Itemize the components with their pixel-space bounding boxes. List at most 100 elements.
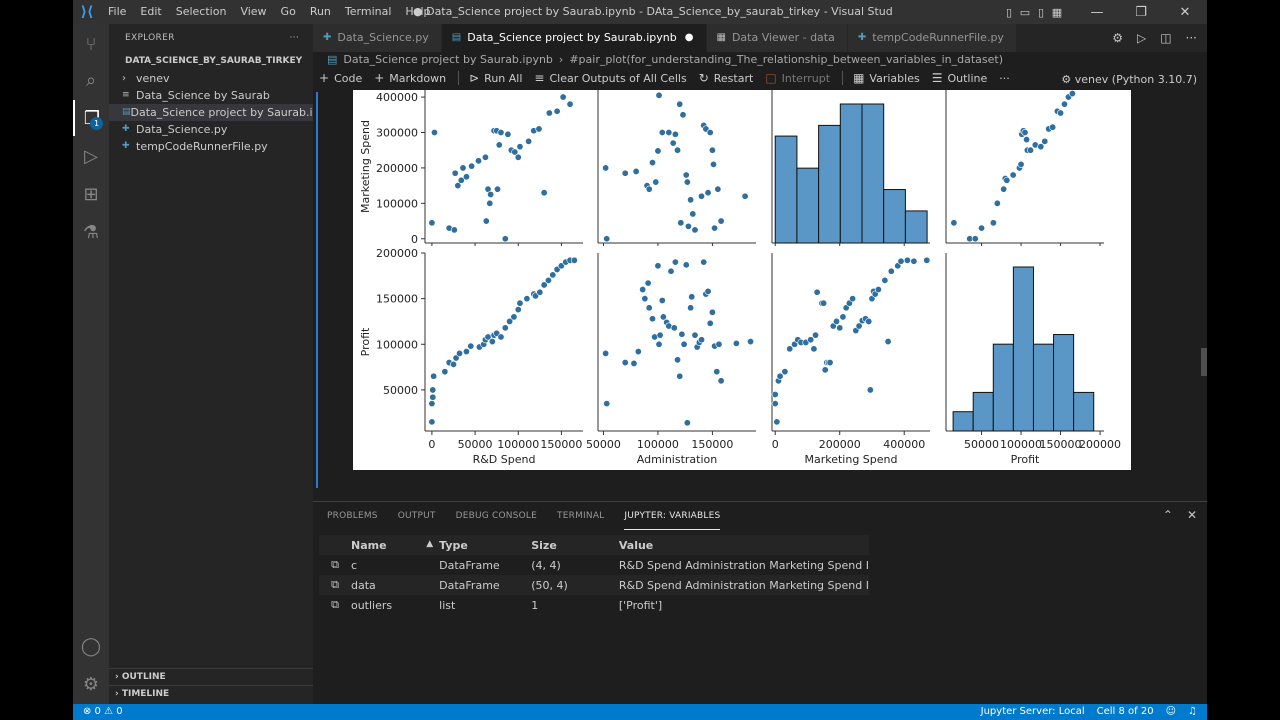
add-markdown-button[interactable]: + Markdown xyxy=(374,71,446,85)
breadcrumb-section[interactable]: #pair_plot(for_understanding_The_relatio… xyxy=(569,53,1004,66)
timeline-section[interactable]: › TIMELINE xyxy=(109,685,313,702)
scatter-point xyxy=(747,338,755,346)
toggle-secondary-sidebar-icon[interactable]: ▯ xyxy=(1037,5,1045,19)
scatter-point xyxy=(428,400,436,408)
tab-debug-console[interactable]: DEBUG CONSOLE xyxy=(455,511,538,521)
toggle-panel-icon[interactable]: ▭ xyxy=(1019,5,1031,19)
sort-asc-icon[interactable]: ▲ xyxy=(426,538,434,549)
table-row[interactable]: ⧉ data DataFrame (50, 4) R&D Spend Admin… xyxy=(319,575,869,595)
tab-problems[interactable]: PROBLEMS xyxy=(327,511,378,521)
x-tick-label: 100000 xyxy=(637,438,679,451)
feedback-icon[interactable]: ☺ xyxy=(1165,706,1177,717)
account-icon[interactable]: ◯ xyxy=(80,635,102,657)
open-data-viewer-icon[interactable]: ⧉ xyxy=(331,598,339,611)
tab-tempcoderunner[interactable]: ✚ tempCodeRunnerFile.py xyxy=(847,24,1017,52)
outline-button[interactable]: ☰ Outline xyxy=(932,71,988,85)
minimize-button[interactable]: — xyxy=(1090,4,1104,20)
notifications-bell-icon[interactable]: ♫ xyxy=(1188,706,1197,717)
variables-button[interactable]: ▦ Variables xyxy=(853,71,920,85)
tree-item-data-science-by-saurab[interactable]: ≡ Data_Science by Saurab xyxy=(109,87,313,104)
notebook-file-icon: ▤ xyxy=(327,53,338,66)
more-actions-icon[interactable]: ··· xyxy=(1185,31,1197,45)
toggle-sidebar-icon[interactable]: ▯ xyxy=(1005,5,1013,19)
more-actions-icon[interactable]: ··· xyxy=(289,33,299,43)
close-window-button[interactable]: ✕ xyxy=(1179,4,1191,20)
menu-go[interactable]: Go xyxy=(280,5,296,18)
tree-item-venev[interactable]: › venev xyxy=(109,70,313,87)
menu-file[interactable]: File xyxy=(108,5,127,18)
open-data-viewer-icon[interactable]: ⧉ xyxy=(331,558,339,571)
cell-position-status[interactable]: Cell 8 of 20 xyxy=(1096,706,1154,717)
explorer-icon[interactable]: ❐1 xyxy=(73,100,109,136)
column-header-size[interactable]: Size xyxy=(531,535,619,555)
scatter-point xyxy=(1057,109,1065,117)
tab-data-science-py[interactable]: ✚ Data_Science.py xyxy=(313,24,442,52)
tab-notebook[interactable]: ▤ Data_Science project by Saurab.ipynb ● xyxy=(441,24,707,52)
open-data-viewer-icon[interactable]: ⧉ xyxy=(319,575,351,595)
tree-item-notebook[interactable]: ▤ Data_Science project by Saurab.ipynb xyxy=(109,104,340,121)
testing-icon[interactable]: ⚗ xyxy=(82,221,100,243)
tab-terminal[interactable]: TERMINAL xyxy=(557,511,605,521)
editor-scrollbar[interactable] xyxy=(1201,348,1207,376)
menu-run[interactable]: Run xyxy=(309,5,331,18)
menu-edit[interactable]: Edit xyxy=(140,5,162,18)
interrupt-button[interactable]: □ Interrupt xyxy=(765,71,830,85)
run-debug-icon[interactable]: ▷ xyxy=(84,145,98,167)
settings-gear-icon[interactable]: ⚙ xyxy=(82,673,100,695)
tab-data-viewer[interactable]: ▦ Data Viewer - data xyxy=(706,24,848,52)
kernel-picker[interactable]: ⚙ venev (Python 3.10.7) xyxy=(1061,70,1197,90)
scatter-point xyxy=(1017,160,1025,168)
restart-button[interactable]: ↻ Restart xyxy=(699,71,754,85)
menu-terminal[interactable]: Terminal xyxy=(344,5,392,18)
tree-item-tempcoderunner[interactable]: ✚ tempCodeRunnerFile.py xyxy=(109,138,313,155)
problems-status[interactable]: ⊗ 0 ⚠ 0 xyxy=(83,706,123,717)
customize-layout-icon[interactable]: ▦ xyxy=(1051,5,1063,19)
tab-output[interactable]: OUTPUT xyxy=(397,511,436,521)
search-icon[interactable]: ⌕ xyxy=(85,69,97,91)
scatter-point xyxy=(658,296,666,304)
scatter-point xyxy=(655,340,663,348)
x-tick-label: 150000 xyxy=(1040,438,1082,451)
add-code-button[interactable]: + Code xyxy=(319,71,362,85)
extensions-icon[interactable]: ⊞ xyxy=(83,183,99,205)
source-control-icon[interactable]: ⑂ xyxy=(85,33,97,55)
bottom-panel: PROBLEMS OUTPUT DEBUG CONSOLE TERMINAL J… xyxy=(313,501,1207,704)
breadcrumb-file[interactable]: Data_Science project by Saurab.ipynb xyxy=(343,53,553,66)
menu-view[interactable]: View xyxy=(240,5,267,18)
tree-item-data-science-py[interactable]: ✚ Data_Science.py xyxy=(109,121,313,138)
scatter-point xyxy=(704,287,712,295)
scatter-point xyxy=(671,258,679,266)
scatter-point xyxy=(678,330,686,338)
scatter-point xyxy=(820,299,828,307)
run-icon[interactable]: ▷ xyxy=(1136,31,1147,45)
menu-selection[interactable]: Selection xyxy=(175,5,227,18)
column-header-name[interactable]: Name ▲ xyxy=(350,535,440,555)
menu-help[interactable]: Help xyxy=(405,5,431,18)
table-row[interactable]: ⧉ outliers list 1 ['Profit'] xyxy=(319,595,869,615)
scatter-point xyxy=(667,267,675,275)
jupyter-server-status[interactable]: Jupyter Server: Local xyxy=(980,706,1085,717)
more-actions-icon[interactable]: ··· xyxy=(999,71,1010,85)
restore-button[interactable]: ❐ xyxy=(1135,4,1147,20)
scatter-point xyxy=(717,217,725,225)
workspace-folder[interactable]: DATA_SCIENCE_BY_SAURAB_TIRKEY xyxy=(125,56,303,66)
column-header-type[interactable]: Type xyxy=(439,535,532,555)
variable-value: R&D Spend Administration Marketing Spend… xyxy=(618,558,869,572)
column-header-value[interactable]: Value xyxy=(618,535,869,555)
scatter-point xyxy=(468,162,476,170)
python-file-icon: ✚ xyxy=(122,141,130,151)
tab-jupyter-variables[interactable]: JUPYTER: VARIABLES xyxy=(624,502,721,530)
outline-section[interactable]: › OUTLINE xyxy=(109,668,313,685)
maximize-panel-icon[interactable]: ⌃ xyxy=(1162,508,1173,522)
scatter-point xyxy=(978,224,986,232)
clear-outputs-button[interactable]: ≡ Clear Outputs of All Cells xyxy=(534,71,686,85)
add-markdown-label: Markdown xyxy=(389,71,447,85)
table-row[interactable]: ⧉ c DataFrame (4, 4) R&D Spend Administr… xyxy=(319,555,869,575)
close-panel-icon[interactable]: ✕ xyxy=(1186,508,1197,522)
settings-gear-icon[interactable]: ⚙ xyxy=(1112,31,1123,45)
explorer-badge: 1 xyxy=(90,117,103,130)
split-editor-icon[interactable]: ◫ xyxy=(1160,31,1172,45)
histogram-bar xyxy=(952,411,974,432)
run-all-button[interactable]: ⊳ Run All xyxy=(469,71,522,85)
unsaved-dot-icon[interactable]: ● xyxy=(684,32,694,43)
